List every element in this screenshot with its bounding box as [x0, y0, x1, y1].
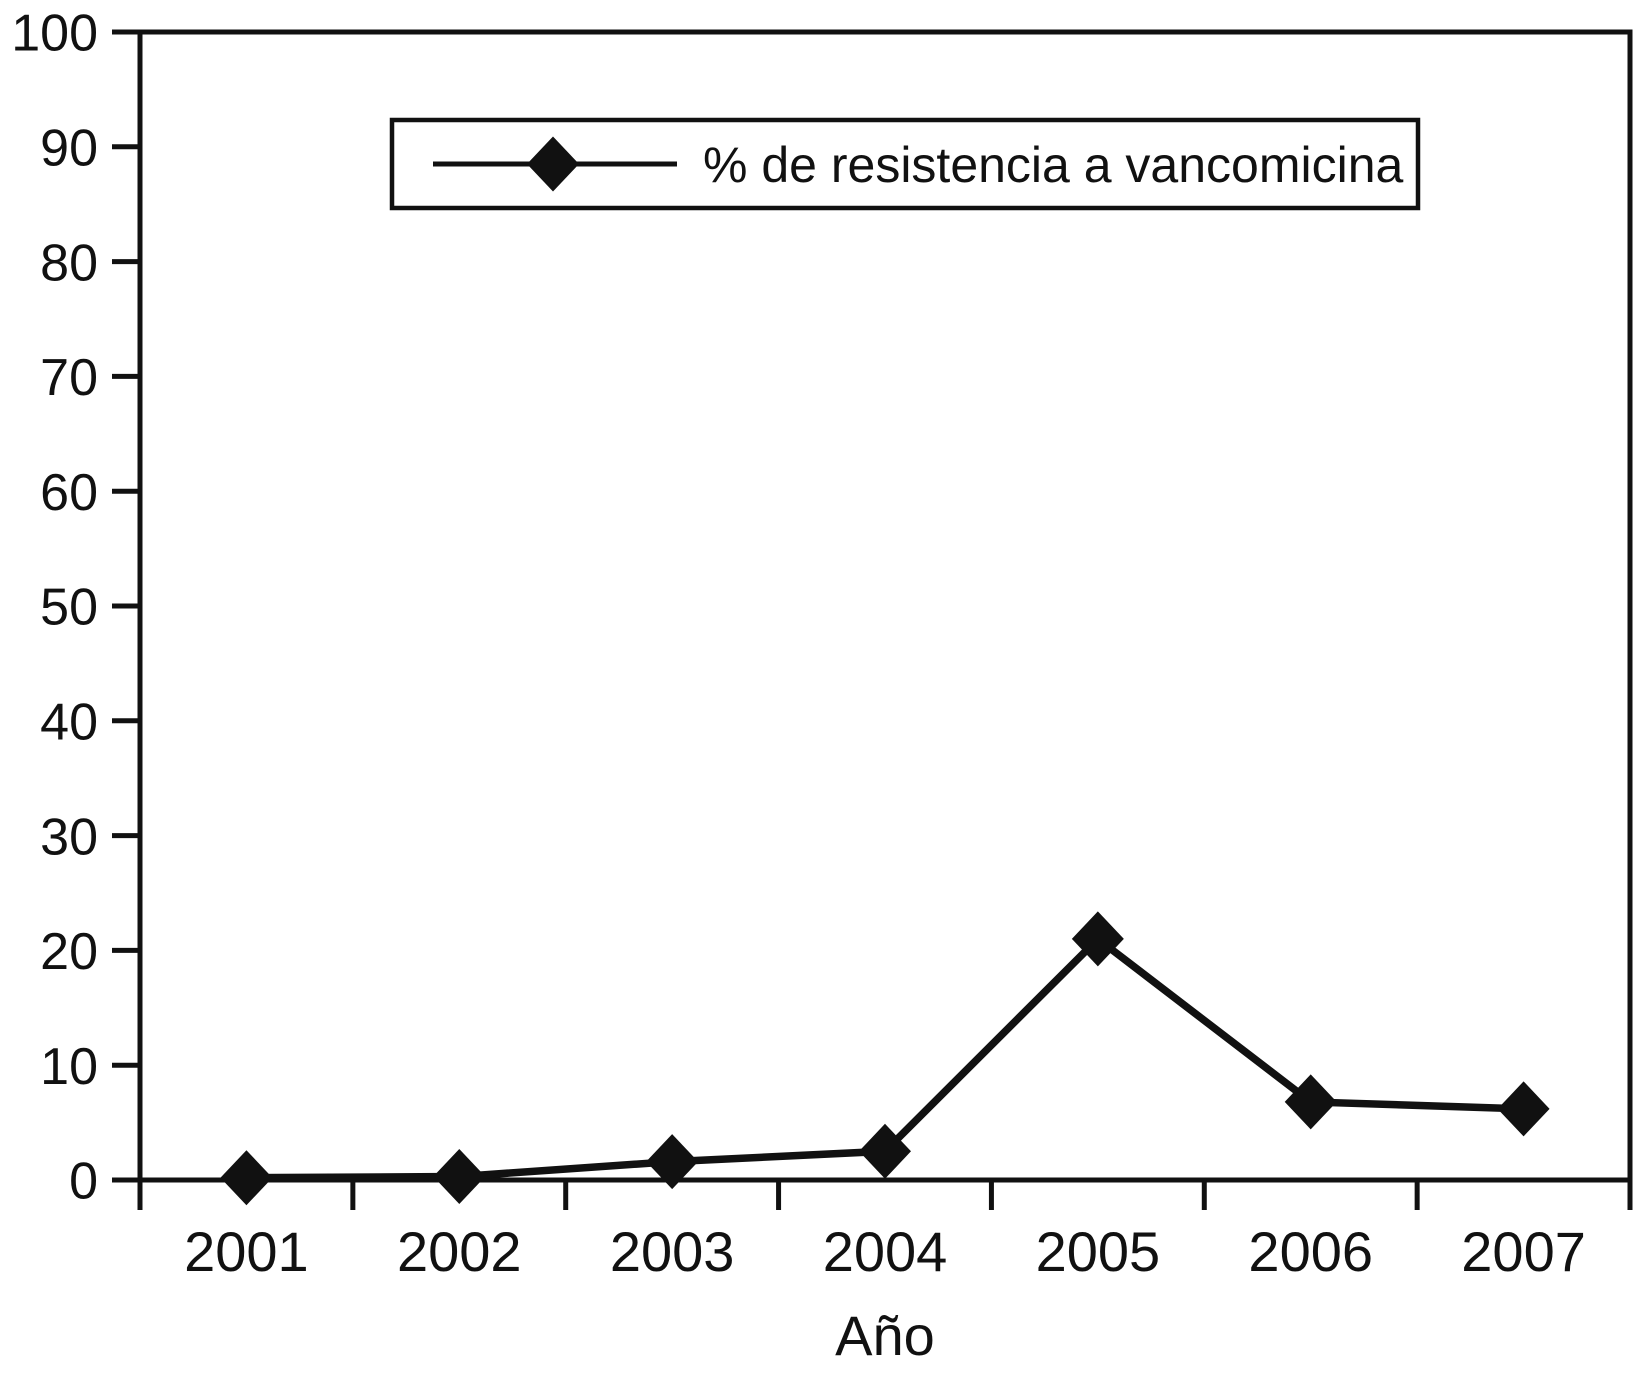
x-axis-tick-label: 2005 — [1036, 1220, 1161, 1283]
data-point-2002 — [433, 1149, 486, 1205]
y-axis-tick-label: 60 — [40, 464, 98, 522]
y-axis-tick-label: 30 — [40, 808, 98, 866]
x-axis-tick-label: 2007 — [1461, 1220, 1586, 1283]
data-point-2006 — [1284, 1074, 1337, 1130]
legend-label: % de resistencia a vancomicina — [703, 137, 1404, 193]
x-axis-tick-label: 2001 — [184, 1220, 309, 1283]
legend-marker-diamond — [527, 136, 579, 192]
y-axis-tick-label: 0 — [69, 1153, 98, 1211]
y-axis-tick-label: 50 — [40, 579, 98, 637]
y-axis-tick-label: 70 — [40, 349, 98, 407]
data-point-2004 — [859, 1123, 911, 1179]
y-axis-tick-label: 100 — [11, 5, 98, 63]
x-axis-title: Año — [835, 1304, 935, 1367]
y-axis-tick-label: 40 — [40, 694, 98, 752]
x-axis-tick-label: 2006 — [1248, 1220, 1373, 1283]
data-point-2007 — [1497, 1081, 1550, 1137]
x-axis-tick-label: 2004 — [823, 1220, 948, 1283]
y-axis-tick-label: 80 — [40, 234, 98, 292]
y-axis-tick-label: 90 — [40, 120, 98, 178]
y-axis-tick-label: 10 — [40, 1038, 98, 1096]
x-axis-tick-label: 2003 — [610, 1220, 735, 1283]
data-point-2005 — [1071, 911, 1124, 967]
x-axis-tick-label: 2002 — [397, 1220, 522, 1283]
data-point-2001 — [220, 1150, 273, 1206]
y-axis-tick-label: 20 — [40, 923, 98, 981]
data-point-2003 — [646, 1134, 699, 1190]
